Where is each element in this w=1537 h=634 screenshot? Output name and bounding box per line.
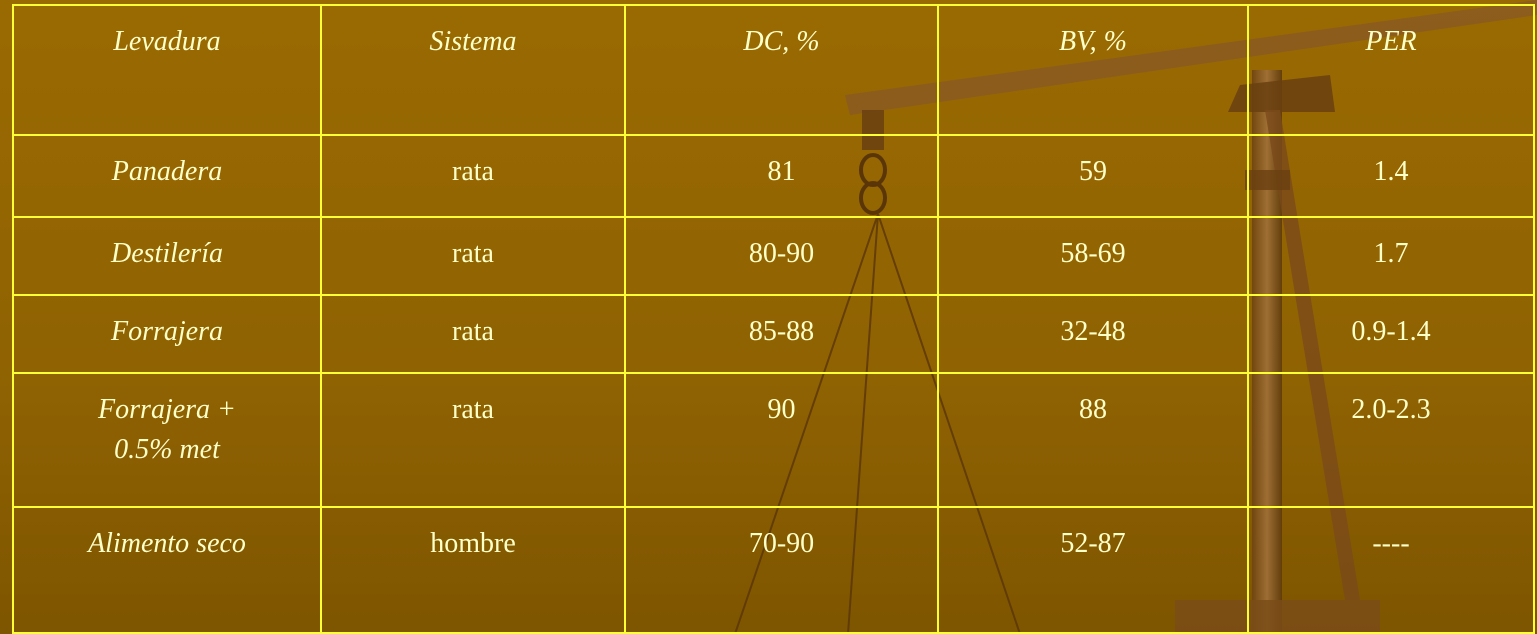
table-cell: 81 [625,135,938,217]
header-cell: Levadura [13,5,321,135]
table-cell: ---- [1248,507,1534,633]
table-cell: 52-87 [938,507,1248,633]
table-cell: hombre [321,507,625,633]
table-cell: 90 [625,373,938,507]
table-cell: 0.9-1.4 [1248,295,1534,373]
table-cell: 2.0-2.3 [1248,373,1534,507]
table-cell: rata [321,217,625,295]
table-cell: Forrajera [13,295,321,373]
table-cell: Alimento seco [13,507,321,633]
table-cell: rata [321,373,625,507]
table-cell: 59 [938,135,1248,217]
header-cell: PER [1248,5,1534,135]
table-cell: 1.7 [1248,217,1534,295]
table-cell: 1.4 [1248,135,1534,217]
table-cell: Panadera [13,135,321,217]
table-cell: 70-90 [625,507,938,633]
table-cell: 80-90 [625,217,938,295]
table-cell: 85-88 [625,295,938,373]
table-cell: Destilería [13,217,321,295]
slide: LevaduraSistemaDC, %BV, %PERPanaderarata… [0,0,1537,634]
table-cell: 58-69 [938,217,1248,295]
table-cell: 88 [938,373,1248,507]
table-cell: 32-48 [938,295,1248,373]
header-cell: Sistema [321,5,625,135]
header-cell: BV, % [938,5,1248,135]
table-cell: Forrajera + 0.5% met [13,373,321,507]
header-cell: DC, % [625,5,938,135]
table-cell: rata [321,135,625,217]
table-cell: rata [321,295,625,373]
